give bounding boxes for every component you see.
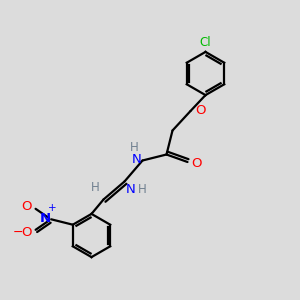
Text: N: N [132, 153, 142, 166]
Text: −: − [13, 226, 23, 239]
Text: Cl: Cl [200, 37, 211, 50]
Text: N: N [40, 212, 51, 225]
Text: O: O [195, 103, 206, 117]
Text: H: H [137, 183, 146, 196]
Text: O: O [191, 157, 202, 170]
Text: N: N [125, 183, 135, 196]
Text: +: + [48, 203, 56, 213]
Text: O: O [22, 200, 32, 213]
Text: O: O [22, 226, 32, 239]
Text: H: H [91, 181, 100, 194]
Text: H: H [130, 141, 139, 154]
